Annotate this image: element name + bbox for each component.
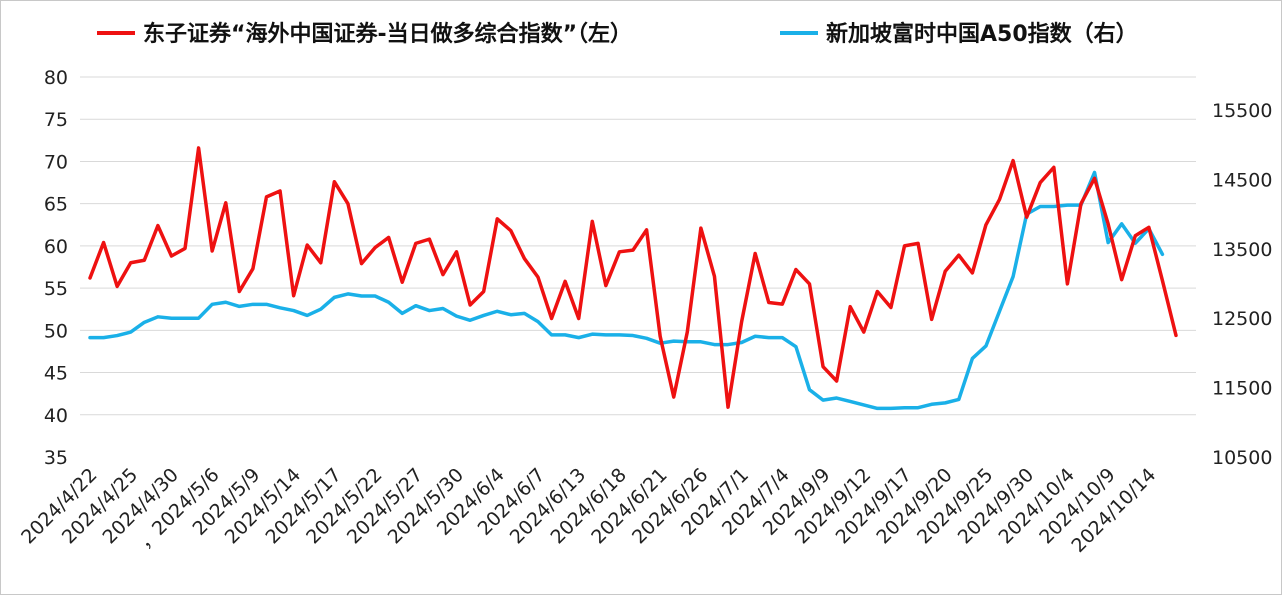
y-right-tick-label: 10500 bbox=[1212, 447, 1272, 469]
y-left-tick-label: 60 bbox=[44, 236, 68, 258]
legend: 东子证券“海外中国证券-当日做多综合指数”（左） 新加坡富时中国A50指数（右） bbox=[97, 21, 1138, 47]
legend-label-right-index: 新加坡富时中国A50指数（右） bbox=[826, 21, 1138, 47]
series-layer bbox=[88, 146, 1178, 411]
legend-label-left-index: 东子证券“海外中国证券-当日做多综合指数”（左） bbox=[143, 21, 632, 47]
y-left-tick-label: 45 bbox=[44, 363, 68, 385]
y-right-tick-label: 14500 bbox=[1212, 169, 1272, 191]
y-right-tick-label: 12500 bbox=[1212, 308, 1272, 330]
series-line-right-index bbox=[88, 170, 1165, 411]
y-left-tick-label: 35 bbox=[44, 447, 68, 469]
y-axis-left: 35 40 45 50 55 60 65 70 75 80 bbox=[44, 67, 68, 469]
y-right-tick-label: 15500 bbox=[1212, 100, 1272, 122]
y-left-tick-label: 40 bbox=[44, 405, 68, 427]
y-right-tick-label: 13500 bbox=[1212, 239, 1272, 261]
y-left-tick-label: 70 bbox=[44, 151, 68, 173]
y-right-tick-label: 11500 bbox=[1212, 378, 1272, 400]
y-left-tick-label: 65 bbox=[44, 194, 68, 216]
y-left-tick-label: 80 bbox=[44, 67, 68, 89]
series-line-left-index bbox=[88, 146, 1178, 409]
y-left-tick-label: 55 bbox=[44, 278, 68, 300]
y-axis-right: 10500 11500 12500 13500 14500 15500 bbox=[1212, 100, 1272, 469]
y-left-tick-label: 50 bbox=[44, 320, 68, 342]
y-left-tick-label: 75 bbox=[44, 109, 68, 131]
